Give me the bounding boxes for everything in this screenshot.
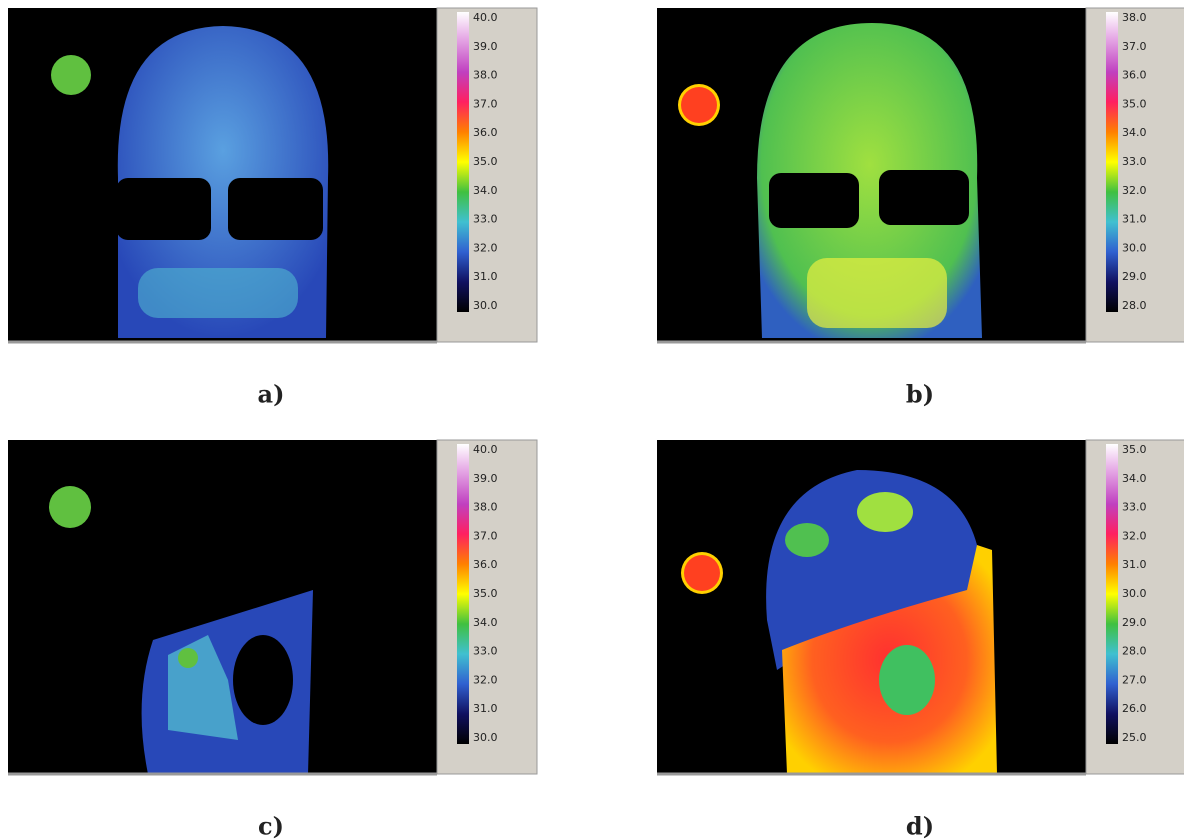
scale-label: 35.0 (473, 155, 498, 168)
colorbar: 40.0 39.0 38.0 37.0 36.0 35.0 34.0 33.0 32.0 31.0… (436, 7, 538, 343)
scale-label: 32.0 (1122, 184, 1147, 197)
scale-label: 35.0 (473, 587, 498, 600)
scale-label: 39.0 (473, 472, 498, 485)
colorbar-strip (457, 12, 469, 312)
scale-label: 26.0 (1122, 702, 1147, 715)
scale-label: 35.0 (1122, 443, 1147, 456)
thermal-panel (8, 8, 437, 344)
scale-label: 35.0 (1122, 97, 1147, 110)
scale-label: 37.0 (473, 97, 498, 110)
thermal-panel (8, 440, 437, 776)
colorbar-frame (436, 7, 538, 343)
scale-label: 34.0 (473, 184, 498, 197)
scale-label: 25.0 (1122, 731, 1147, 744)
colorbar: 35.0 34.0 33.0 32.0 31.0 30.0 29.0 28.0 27.0 26.0… (1085, 439, 1184, 775)
scale-label: 38.0 (1122, 11, 1147, 24)
scale-label: 30.0 (473, 731, 498, 744)
scale-label: 38.0 (473, 69, 498, 82)
scale-label: 33.0 (473, 645, 498, 658)
scale-label: 32.0 (473, 673, 498, 686)
scale-label: 27.0 (1122, 673, 1147, 686)
scale-label: 31.0 (473, 270, 498, 283)
scale-label: 40.0 (473, 11, 498, 24)
scale-label: 37.0 (1122, 40, 1147, 53)
scale-label: 29.0 (1122, 616, 1147, 629)
scale-label: 33.0 (473, 213, 498, 226)
panel-label: b) (906, 380, 934, 409)
colorbar-strip (1106, 12, 1118, 312)
colorbar-strip (1106, 444, 1118, 744)
scale-label: 31.0 (473, 702, 498, 715)
scale-label: 38.0 (473, 501, 498, 514)
scale-label: 28.0 (1122, 299, 1147, 312)
scale-label: 32.0 (473, 241, 498, 254)
scale-label: 36.0 (1122, 69, 1147, 82)
scale-label: 30.0 (1122, 587, 1147, 600)
scale-label: 40.0 (473, 443, 498, 456)
scale-label: 30.0 (473, 299, 498, 312)
scale-label: 33.0 (1122, 501, 1147, 514)
scale-label: 30.0 (1122, 241, 1147, 254)
scale-label: 33.0 (1122, 155, 1147, 168)
thermal-panel (657, 8, 1086, 344)
scale-label: 34.0 (1122, 472, 1147, 485)
scale-label: 39.0 (473, 40, 498, 53)
scale-label: 34.0 (473, 616, 498, 629)
panel-label: d) (906, 812, 934, 840)
scale-label: 31.0 (1122, 558, 1147, 571)
scale-label: 32.0 (1122, 529, 1147, 542)
panel-label: c) (258, 812, 284, 840)
colorbar-frame (436, 439, 538, 775)
panel-label: a) (258, 380, 285, 409)
scale-label: 31.0 (1122, 213, 1147, 226)
scale-label: 36.0 (473, 558, 498, 571)
colorbar-frame (1085, 7, 1184, 343)
scale-label: 34.0 (1122, 126, 1147, 139)
colorbar-strip (457, 444, 469, 744)
colorbar: 38.0 37.0 36.0 35.0 34.0 33.0 32.0 31.0 30.0 29.0… (1085, 7, 1184, 343)
scale-label: 29.0 (1122, 270, 1147, 283)
scale-label: 28.0 (1122, 645, 1147, 658)
thermal-panel (657, 440, 1086, 776)
scale-label: 36.0 (473, 126, 498, 139)
colorbar-frame (1085, 439, 1184, 775)
scale-label: 37.0 (473, 529, 498, 542)
colorbar: 40.0 39.0 38.0 37.0 36.0 35.0 34.0 33.0 32.0 31.0… (436, 439, 538, 775)
